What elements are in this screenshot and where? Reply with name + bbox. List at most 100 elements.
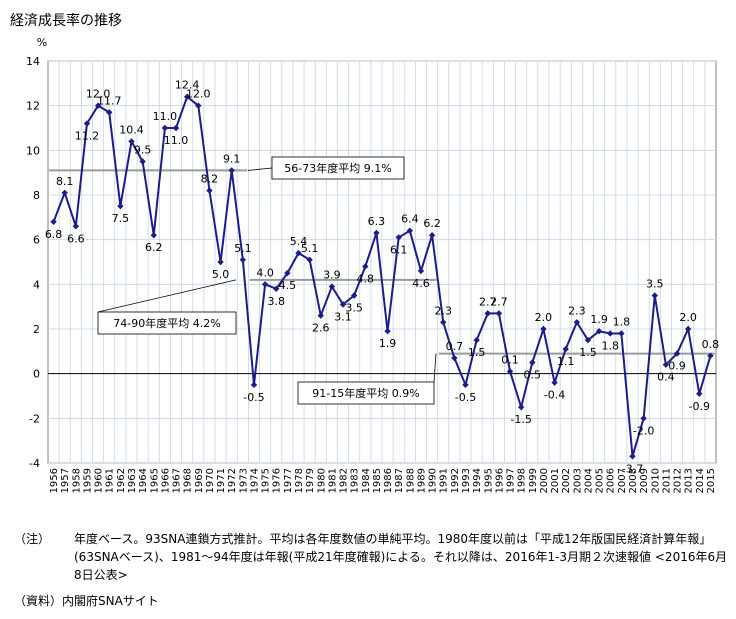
data-label: 6.4 [401, 213, 419, 226]
data-point [350, 292, 358, 299]
x-tick-label: 1999 [528, 468, 539, 493]
data-label: 1.5 [468, 346, 486, 359]
x-tick-label: 1981 [327, 468, 338, 493]
y-tick-label: 14 [26, 55, 40, 68]
data-point [495, 310, 503, 317]
data-label: 4.6 [412, 277, 430, 290]
x-tick-label: 1982 [339, 468, 350, 493]
data-point [684, 325, 692, 333]
data-label: 2.3 [568, 304, 586, 317]
data-point [595, 328, 603, 335]
data-label: 0.9 [668, 360, 686, 373]
data-point [506, 368, 514, 375]
data-point [128, 138, 135, 145]
data-label: 0.5 [524, 369, 542, 382]
x-tick-label: 1975 [261, 468, 272, 493]
data-point [61, 189, 68, 196]
data-label: 1.9 [379, 337, 397, 350]
x-tick-label: 1988 [405, 468, 416, 493]
data-label: 2.0 [679, 311, 697, 324]
data-point [473, 336, 480, 344]
data-label: 9.1 [223, 152, 241, 165]
y-tick-label: -4 [29, 457, 40, 470]
data-point [529, 359, 536, 366]
y-tick-label: -2 [29, 412, 40, 425]
data-label: 9.5 [134, 144, 152, 157]
data-point [428, 232, 436, 239]
data-point [651, 292, 658, 299]
data-label: 7.5 [112, 212, 130, 225]
data-point [295, 249, 302, 257]
x-tick-label: 1970 [205, 468, 216, 493]
data-point [339, 301, 347, 308]
data-point [306, 256, 313, 263]
data-label: 8.2 [201, 173, 219, 186]
average-callout-pointer [433, 353, 437, 383]
x-tick-label: 1979 [305, 468, 316, 493]
x-tick-label: 1976 [272, 468, 283, 493]
x-tick-label: 1956 [49, 468, 60, 493]
data-point [150, 232, 157, 239]
data-point [228, 167, 235, 174]
data-point [250, 381, 258, 389]
average-callout-label: 91-15年度平均 0.9% [312, 386, 419, 400]
data-point [83, 120, 91, 127]
x-tick-label: 2010 [650, 468, 661, 493]
data-label: 6.1 [390, 243, 408, 256]
data-label: 4.5 [279, 279, 297, 292]
average-lines: 56-73年度平均 9.1% 74-90年度平均 4.2% 91-15年度平均 0.… [49, 156, 715, 405]
data-label: 12.4 [175, 79, 200, 92]
data-point [573, 319, 581, 326]
data-label: 0.1 [501, 353, 519, 366]
data-point [629, 453, 636, 460]
x-tick-label: 2012 [673, 468, 684, 493]
average-callout-label: 56-73年度平均 9.1% [284, 161, 391, 175]
x-tick-label: 1998 [517, 468, 528, 493]
data-label: 8.1 [56, 175, 74, 188]
data-point [94, 102, 102, 109]
x-tick-label: 1969 [194, 468, 205, 493]
data-point [584, 336, 592, 344]
y-tick-label: 6 [33, 234, 40, 247]
average-callout-box [271, 156, 405, 180]
data-label: 2.7 [490, 295, 508, 308]
data-point [362, 263, 369, 270]
x-tick-label: 1957 [60, 468, 71, 493]
source-note: （資料）内閣府SNAサイト [14, 594, 159, 608]
data-point [517, 403, 525, 411]
data-point [206, 187, 213, 194]
data-label: -0.9 [689, 400, 710, 413]
data-label: 11.2 [75, 130, 100, 143]
data-label: 5.1 [234, 242, 252, 255]
average-callout-label: 74-90年度平均 4.2% [113, 316, 220, 330]
data-label: 12.0 [86, 88, 111, 101]
x-tick-label: 1977 [283, 468, 294, 493]
x-tick-label: 1980 [316, 468, 327, 493]
x-tick-label: 2001 [550, 468, 561, 493]
data-label: 3.5 [646, 278, 664, 291]
data-point [106, 109, 113, 116]
y-tick-label: 12 [26, 100, 40, 113]
data-point [395, 234, 402, 241]
data-labels: 6.88.16.611.212.011.77.510.49.56.211.011… [45, 79, 719, 476]
growth-rate-line-chart: -4 -2 0 2 4 6 8 10 12 14% 1956 1957 1958 1959 1960 1961… [26, 36, 719, 493]
data-point [50, 218, 57, 225]
x-tick-label: 2015 [706, 468, 717, 493]
x-tick-label: 1958 [71, 468, 82, 493]
x-tick-label: 1959 [82, 468, 93, 493]
x-tick-label: 1983 [350, 468, 361, 493]
data-label: 0.4 [657, 371, 675, 384]
x-tick-label: 1985 [372, 468, 383, 493]
average-callout-box [97, 311, 237, 335]
x-tick-label: 1966 [160, 468, 171, 493]
data-point [696, 390, 703, 397]
x-tick-label: 1989 [416, 468, 427, 493]
data-point [195, 102, 202, 109]
data-point [562, 345, 569, 353]
data-point [540, 325, 547, 333]
x-tick-label: 2014 [695, 468, 706, 493]
y-tick-label: 10 [26, 144, 40, 157]
x-tick-label: 1987 [394, 468, 405, 493]
data-label: 3.8 [267, 295, 285, 308]
x-tick-label: 2011 [661, 468, 672, 493]
